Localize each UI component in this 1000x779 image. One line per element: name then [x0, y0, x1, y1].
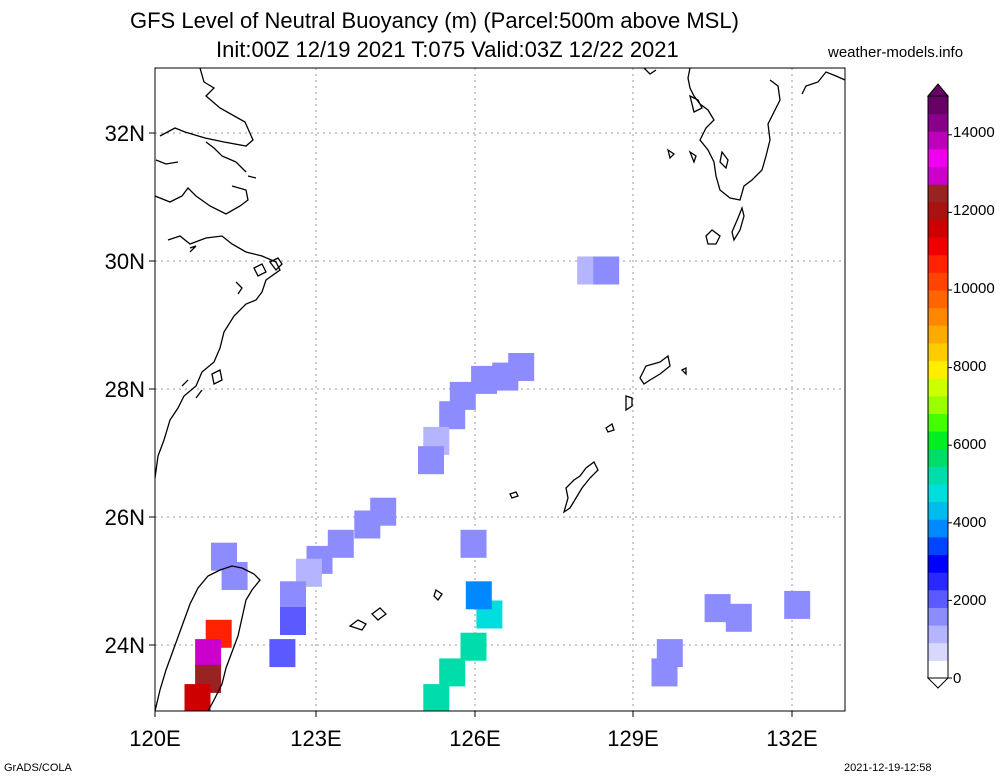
- map-title-line2: Init:00Z 12/19 2021 T:075 Valid:03Z 12/2…: [216, 37, 679, 62]
- lnb-cell-32: [725, 603, 752, 632]
- lnb-cell-15: [280, 607, 306, 635]
- colorbar-segment: [928, 113, 948, 132]
- kyushu-coast: [643, 68, 845, 245]
- colorbar-segment: [928, 378, 948, 397]
- footer-timestamp: 2021-12-19-12:58: [844, 762, 932, 774]
- map-title-line1: GFS Level of Neutral Buoyancy (m) (Parce…: [130, 8, 739, 33]
- lon-label: 129E: [607, 726, 658, 751]
- lnb-cell-26: [439, 658, 466, 687]
- colorbar-label: 8000: [953, 358, 986, 375]
- lat-label: 28N: [105, 377, 145, 402]
- colorbar-segment: [928, 272, 948, 291]
- lon-label: 123E: [290, 726, 341, 751]
- colorbar-segment: [928, 254, 948, 273]
- colorbar-label: 12000: [953, 202, 995, 219]
- colorbar-segment: [928, 625, 948, 644]
- lon-label: 126E: [449, 726, 500, 751]
- lon-label: 132E: [766, 726, 817, 751]
- colorbar-max-arrow: [926, 83, 950, 97]
- lat-axis: 32N 30N 28N 26N 24N: [105, 121, 155, 658]
- colorbar-label: 0: [953, 670, 961, 687]
- coastlines: [155, 68, 845, 711]
- lnb-cell-1: [593, 256, 620, 285]
- colorbar-label: 2000: [953, 592, 986, 609]
- colorbar-min-arrow: [926, 677, 950, 689]
- colorbar-segment: [928, 466, 948, 485]
- colorbar-segment: [928, 607, 948, 626]
- lnb-cell-6: [439, 401, 466, 430]
- lnb-cell-14: [280, 581, 306, 610]
- lnb-cell-16: [269, 639, 296, 668]
- colorbar: [926, 83, 952, 689]
- colorbar-segment: [928, 501, 948, 520]
- lnb-cell-21: [195, 639, 222, 668]
- colorbar-label: 10000: [953, 280, 995, 297]
- colorbar-segment: [928, 342, 948, 362]
- colorbar-segment: [928, 589, 948, 608]
- lat-label: 30N: [105, 249, 145, 274]
- lnb-cell-25: [460, 632, 487, 661]
- colorbar-segment: [928, 431, 948, 450]
- lnb-cell-10: [354, 510, 381, 539]
- colorbar-segment: [928, 660, 948, 679]
- china-coast-islands: [155, 159, 283, 399]
- colorbar-segment: [928, 131, 948, 150]
- lnb-cell-19: [460, 529, 487, 558]
- colorbar-segment: [928, 201, 948, 220]
- colorbar-segment: [928, 96, 948, 115]
- site-label: weather-models.info: [828, 44, 964, 61]
- footer-software-label: GrADS/COLA: [4, 762, 72, 774]
- colorbar-segment: [928, 395, 948, 414]
- colorbar-segment: [928, 536, 948, 556]
- taiwan-coast: [155, 565, 261, 711]
- lon-label: 120E: [129, 726, 180, 751]
- lnb-cell-30: [651, 658, 678, 687]
- colorbar-segment: [928, 484, 948, 503]
- lnb-cell-27: [423, 684, 450, 711]
- colorbar-segment: [928, 554, 948, 573]
- lat-label: 26N: [105, 505, 145, 530]
- colorbar-segment: [928, 519, 948, 538]
- colorbar-segment: [928, 219, 948, 238]
- lat-label: 32N: [105, 121, 145, 146]
- colorbar-segment: [928, 148, 948, 168]
- colorbar-labels: 0 2000 4000 6000 8000 10000 12000 14000: [953, 124, 995, 687]
- colorbar-segment: [928, 325, 948, 344]
- lnb-cell-33: [784, 590, 811, 619]
- colorbar-label: 4000: [953, 514, 986, 531]
- colorbar-segment: [928, 290, 948, 309]
- colorbar-segment: [928, 572, 948, 591]
- colorbar-segment: [928, 166, 948, 185]
- colorbar-frame: [927, 95, 949, 679]
- china-coast: [155, 68, 281, 479]
- colorbar-segment: [928, 237, 948, 256]
- colorbar-segment: [928, 642, 948, 661]
- lat-label: 24N: [105, 633, 145, 658]
- colorbar-segment: [928, 184, 948, 203]
- lnb-cell-28: [465, 581, 492, 610]
- lnb-cell-23: [184, 684, 211, 711]
- lnb-cell-8: [418, 446, 444, 475]
- lon-axis: 120E 123E 126E 129E 132E: [129, 711, 818, 751]
- ryukyu-islands: [348, 354, 687, 631]
- lnb-field: [184, 256, 811, 711]
- colorbar-label: 14000: [953, 124, 995, 141]
- colorbar-label: 6000: [953, 436, 986, 453]
- colorbar-segment: [928, 413, 948, 432]
- colorbar-segment: [928, 360, 948, 379]
- colorbar-segment: [928, 448, 948, 467]
- colorbar-segment: [928, 307, 948, 326]
